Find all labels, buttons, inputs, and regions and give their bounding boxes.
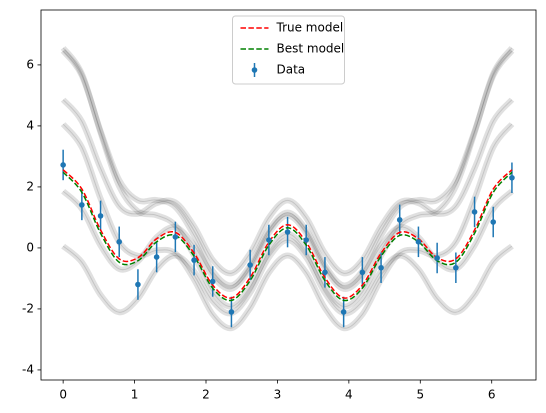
data-point bbox=[322, 269, 328, 276]
data-point bbox=[303, 237, 310, 243]
data-point bbox=[284, 229, 291, 235]
data-point bbox=[378, 264, 384, 271]
plot-area bbox=[60, 149, 515, 328]
data-point bbox=[471, 209, 478, 215]
data-point bbox=[359, 269, 366, 276]
data-point bbox=[453, 264, 459, 271]
y-tick-label: -4 bbox=[22, 362, 34, 376]
data-point bbox=[191, 257, 197, 263]
sample-lines bbox=[60, 45, 515, 332]
sample-line bbox=[62, 50, 513, 286]
legend-swatch bbox=[251, 67, 258, 73]
x-tick-label: 4 bbox=[345, 388, 353, 402]
data-point bbox=[79, 202, 85, 208]
data-point bbox=[172, 234, 179, 240]
data-point bbox=[116, 239, 123, 245]
y-tick-label: 2 bbox=[26, 179, 34, 193]
y-tick-label: -2 bbox=[22, 301, 34, 315]
y-tick-label: 0 bbox=[26, 240, 34, 254]
data-point bbox=[228, 309, 235, 315]
x-tick-label: 1 bbox=[131, 388, 139, 402]
legend-label: Data bbox=[277, 63, 306, 77]
x-tick-label: 0 bbox=[59, 388, 67, 402]
data-point bbox=[209, 278, 216, 285]
legend-label: Best model bbox=[277, 42, 345, 56]
data-point bbox=[509, 174, 515, 181]
sample-line bbox=[60, 48, 515, 289]
sample-line bbox=[60, 97, 515, 277]
data-point bbox=[135, 281, 141, 288]
data-point bbox=[97, 213, 104, 219]
legend-label: True model bbox=[276, 21, 344, 35]
data-point bbox=[60, 162, 66, 168]
data-point bbox=[490, 219, 497, 225]
data-point bbox=[434, 255, 440, 261]
data-point bbox=[247, 262, 253, 268]
ticks: 0 1 2 3 4 5 6 -4 -2 0 2 4 6 bbox=[22, 57, 496, 401]
data-point bbox=[153, 254, 160, 260]
x-tick-label: 2 bbox=[202, 388, 210, 402]
sample-line bbox=[62, 99, 513, 274]
x-tick-label: 6 bbox=[488, 388, 496, 402]
data-point bbox=[340, 309, 347, 315]
x-tick-label: 5 bbox=[416, 388, 424, 402]
data-point bbox=[396, 217, 403, 223]
data-point bbox=[266, 237, 272, 243]
y-tick-label: 4 bbox=[26, 118, 34, 132]
axes-frame bbox=[40, 9, 537, 381]
legend: True model Best model Data bbox=[232, 15, 345, 85]
y-tick-label: 6 bbox=[26, 57, 34, 71]
x-tick-label: 3 bbox=[274, 388, 282, 402]
legend-box bbox=[232, 15, 345, 85]
data-point bbox=[415, 239, 422, 245]
